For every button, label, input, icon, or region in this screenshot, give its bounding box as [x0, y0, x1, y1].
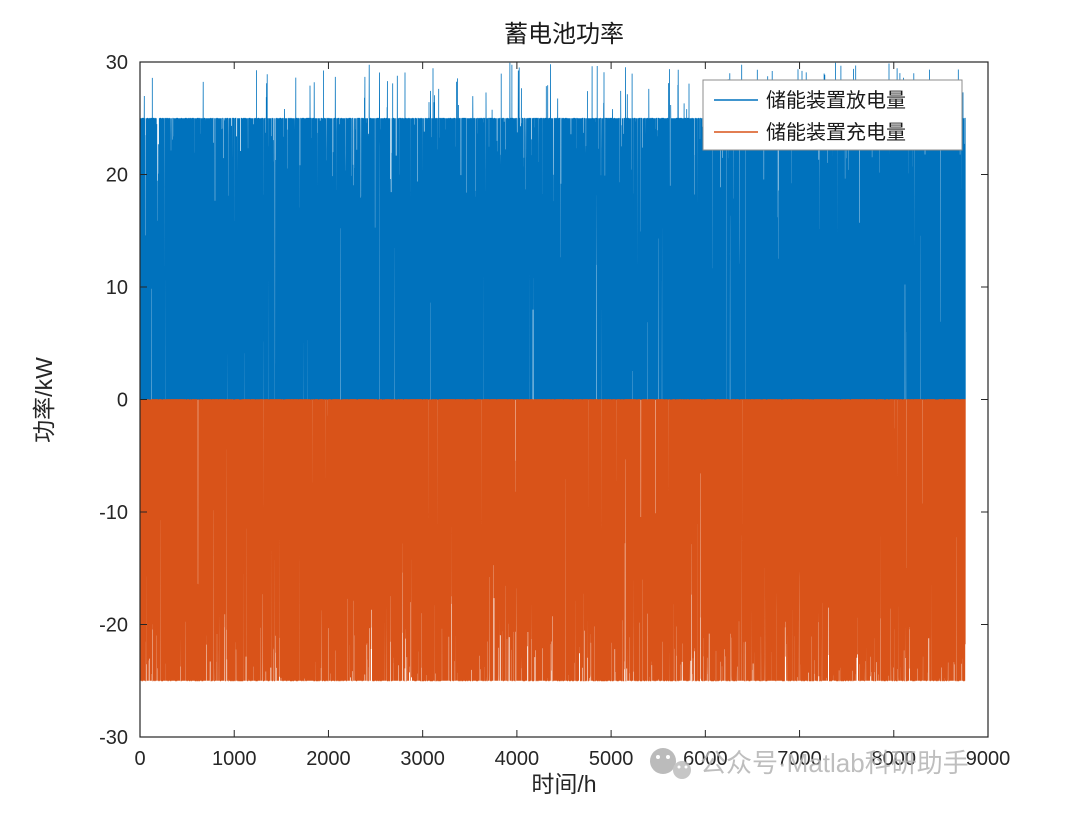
y-tick-label: 10	[106, 277, 128, 299]
x-tick-label: 2000	[306, 748, 351, 770]
x-tick-label: 0	[134, 748, 145, 770]
x-axis-label: 时间/h	[531, 771, 596, 797]
series-line-1	[140, 399, 966, 682]
axis-ticks: 0 1000 2000 3000 4000 5000 6000 7000 8000 9000 -30…	[99, 52, 1010, 770]
x-tick-label: 8000	[872, 748, 917, 770]
x-tick-label: 6000	[683, 748, 728, 770]
legend-box	[702, 79, 963, 151]
y-tick-label: 30	[106, 52, 128, 74]
x-tick-label: 3000	[400, 748, 445, 770]
x-tick-label: 1000	[212, 748, 257, 770]
y-tick-label: 20	[106, 165, 128, 187]
y-axis-label: 功率/kW	[31, 357, 57, 443]
legend-label-charge: 储能装置充电量	[766, 121, 906, 144]
watermark: 公众号·Matlab科研助手	[650, 748, 969, 779]
chart-series-area	[140, 62, 966, 682]
y-tick-label: -20	[99, 615, 128, 637]
legend-label-discharge: 储能装置放电量	[766, 89, 906, 112]
legend: 储能装置放电量 储能装置充电量	[702, 79, 963, 151]
x-tick-label: 9000	[966, 748, 1011, 770]
y-tick-label: -30	[99, 727, 128, 749]
watermark-text: 公众号·Matlab科研助手	[700, 748, 969, 778]
x-tick-label: 7000	[777, 748, 822, 770]
series-line-0	[140, 62, 966, 400]
x-tick-label: 5000	[589, 748, 634, 770]
y-tick-label: -10	[99, 502, 128, 524]
y-tick-label: 0	[117, 390, 128, 412]
axes-box	[139, 61, 989, 738]
wechat-logo-icon	[650, 748, 691, 779]
x-tick-label: 4000	[495, 748, 540, 770]
chart-title: 蓄电池功率	[504, 21, 624, 48]
